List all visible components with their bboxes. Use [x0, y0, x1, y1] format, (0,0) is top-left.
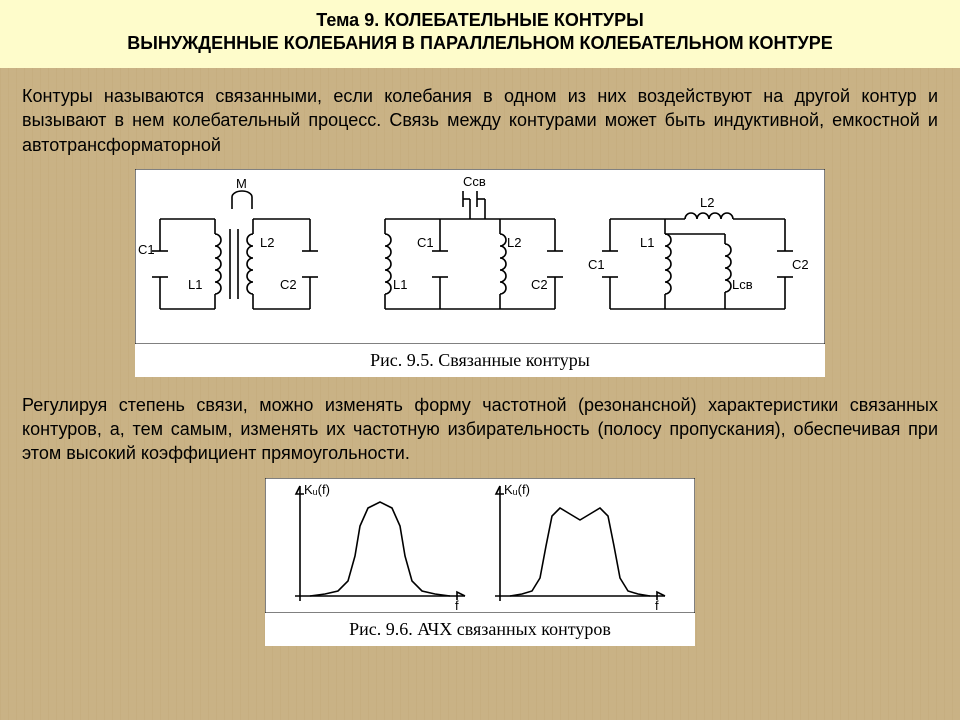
label-c2: C2: [280, 277, 297, 292]
label-c1-c: C1: [588, 257, 605, 272]
slide-header: Тема 9. КОЛЕБАТЕЛЬНЫЕ КОНТУРЫ ВЫНУЖДЕННЫ…: [0, 0, 960, 68]
paragraph-1: Контуры называются связанными, если коле…: [0, 68, 960, 165]
label-m: M: [236, 176, 247, 191]
label-c1: C1: [138, 242, 155, 257]
header-line1: Тема 9. КОЛЕБАТЕЛЬНЫЕ КОНТУРЫ: [20, 10, 940, 31]
label-l2: L2: [260, 235, 274, 250]
label-l1-c: L1: [640, 235, 654, 250]
figure-1-caption: Рис. 9.5. Связанные контуры: [135, 348, 825, 377]
ylabel-1: Kᵤ(f): [304, 482, 330, 497]
label-c1-b: C1: [417, 235, 434, 250]
label-c2-c: C2: [792, 257, 809, 272]
xlabel-2: f: [655, 598, 659, 613]
figure-1-wrap: C1 L1 M L2 C2: [135, 169, 825, 377]
figure-circuits: C1 L1 M L2 C2: [135, 169, 825, 344]
label-l2-c: L2: [700, 195, 714, 210]
label-l2-b: L2: [507, 235, 521, 250]
label-l1: L1: [188, 277, 202, 292]
paragraph-2: Регулируя степень связи, можно изменять …: [0, 377, 960, 474]
label-l1-b: L1: [393, 277, 407, 292]
figure-2-wrap: Kᵤ(f) f Kᵤ(f) f Рис. 9.6. АЧХ связанных …: [265, 478, 695, 646]
label-lsv: Lсв: [732, 277, 753, 292]
label-csv: Cсв: [463, 174, 486, 189]
header-line2: ВЫНУЖДЕННЫЕ КОЛЕБАНИЯ В ПАРАЛЛЕЛЬНОМ КОЛ…: [20, 33, 940, 54]
figure-afc: Kᵤ(f) f Kᵤ(f) f: [265, 478, 695, 613]
figure-2-caption: Рис. 9.6. АЧХ связанных контуров: [265, 617, 695, 646]
xlabel-1: f: [455, 598, 459, 613]
label-c2-b: C2: [531, 277, 548, 292]
ylabel-2: Kᵤ(f): [504, 482, 530, 497]
